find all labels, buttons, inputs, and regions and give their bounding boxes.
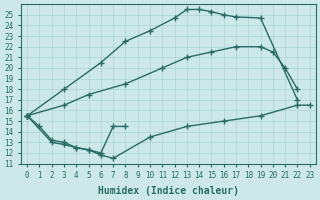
X-axis label: Humidex (Indice chaleur): Humidex (Indice chaleur) [98,186,239,196]
